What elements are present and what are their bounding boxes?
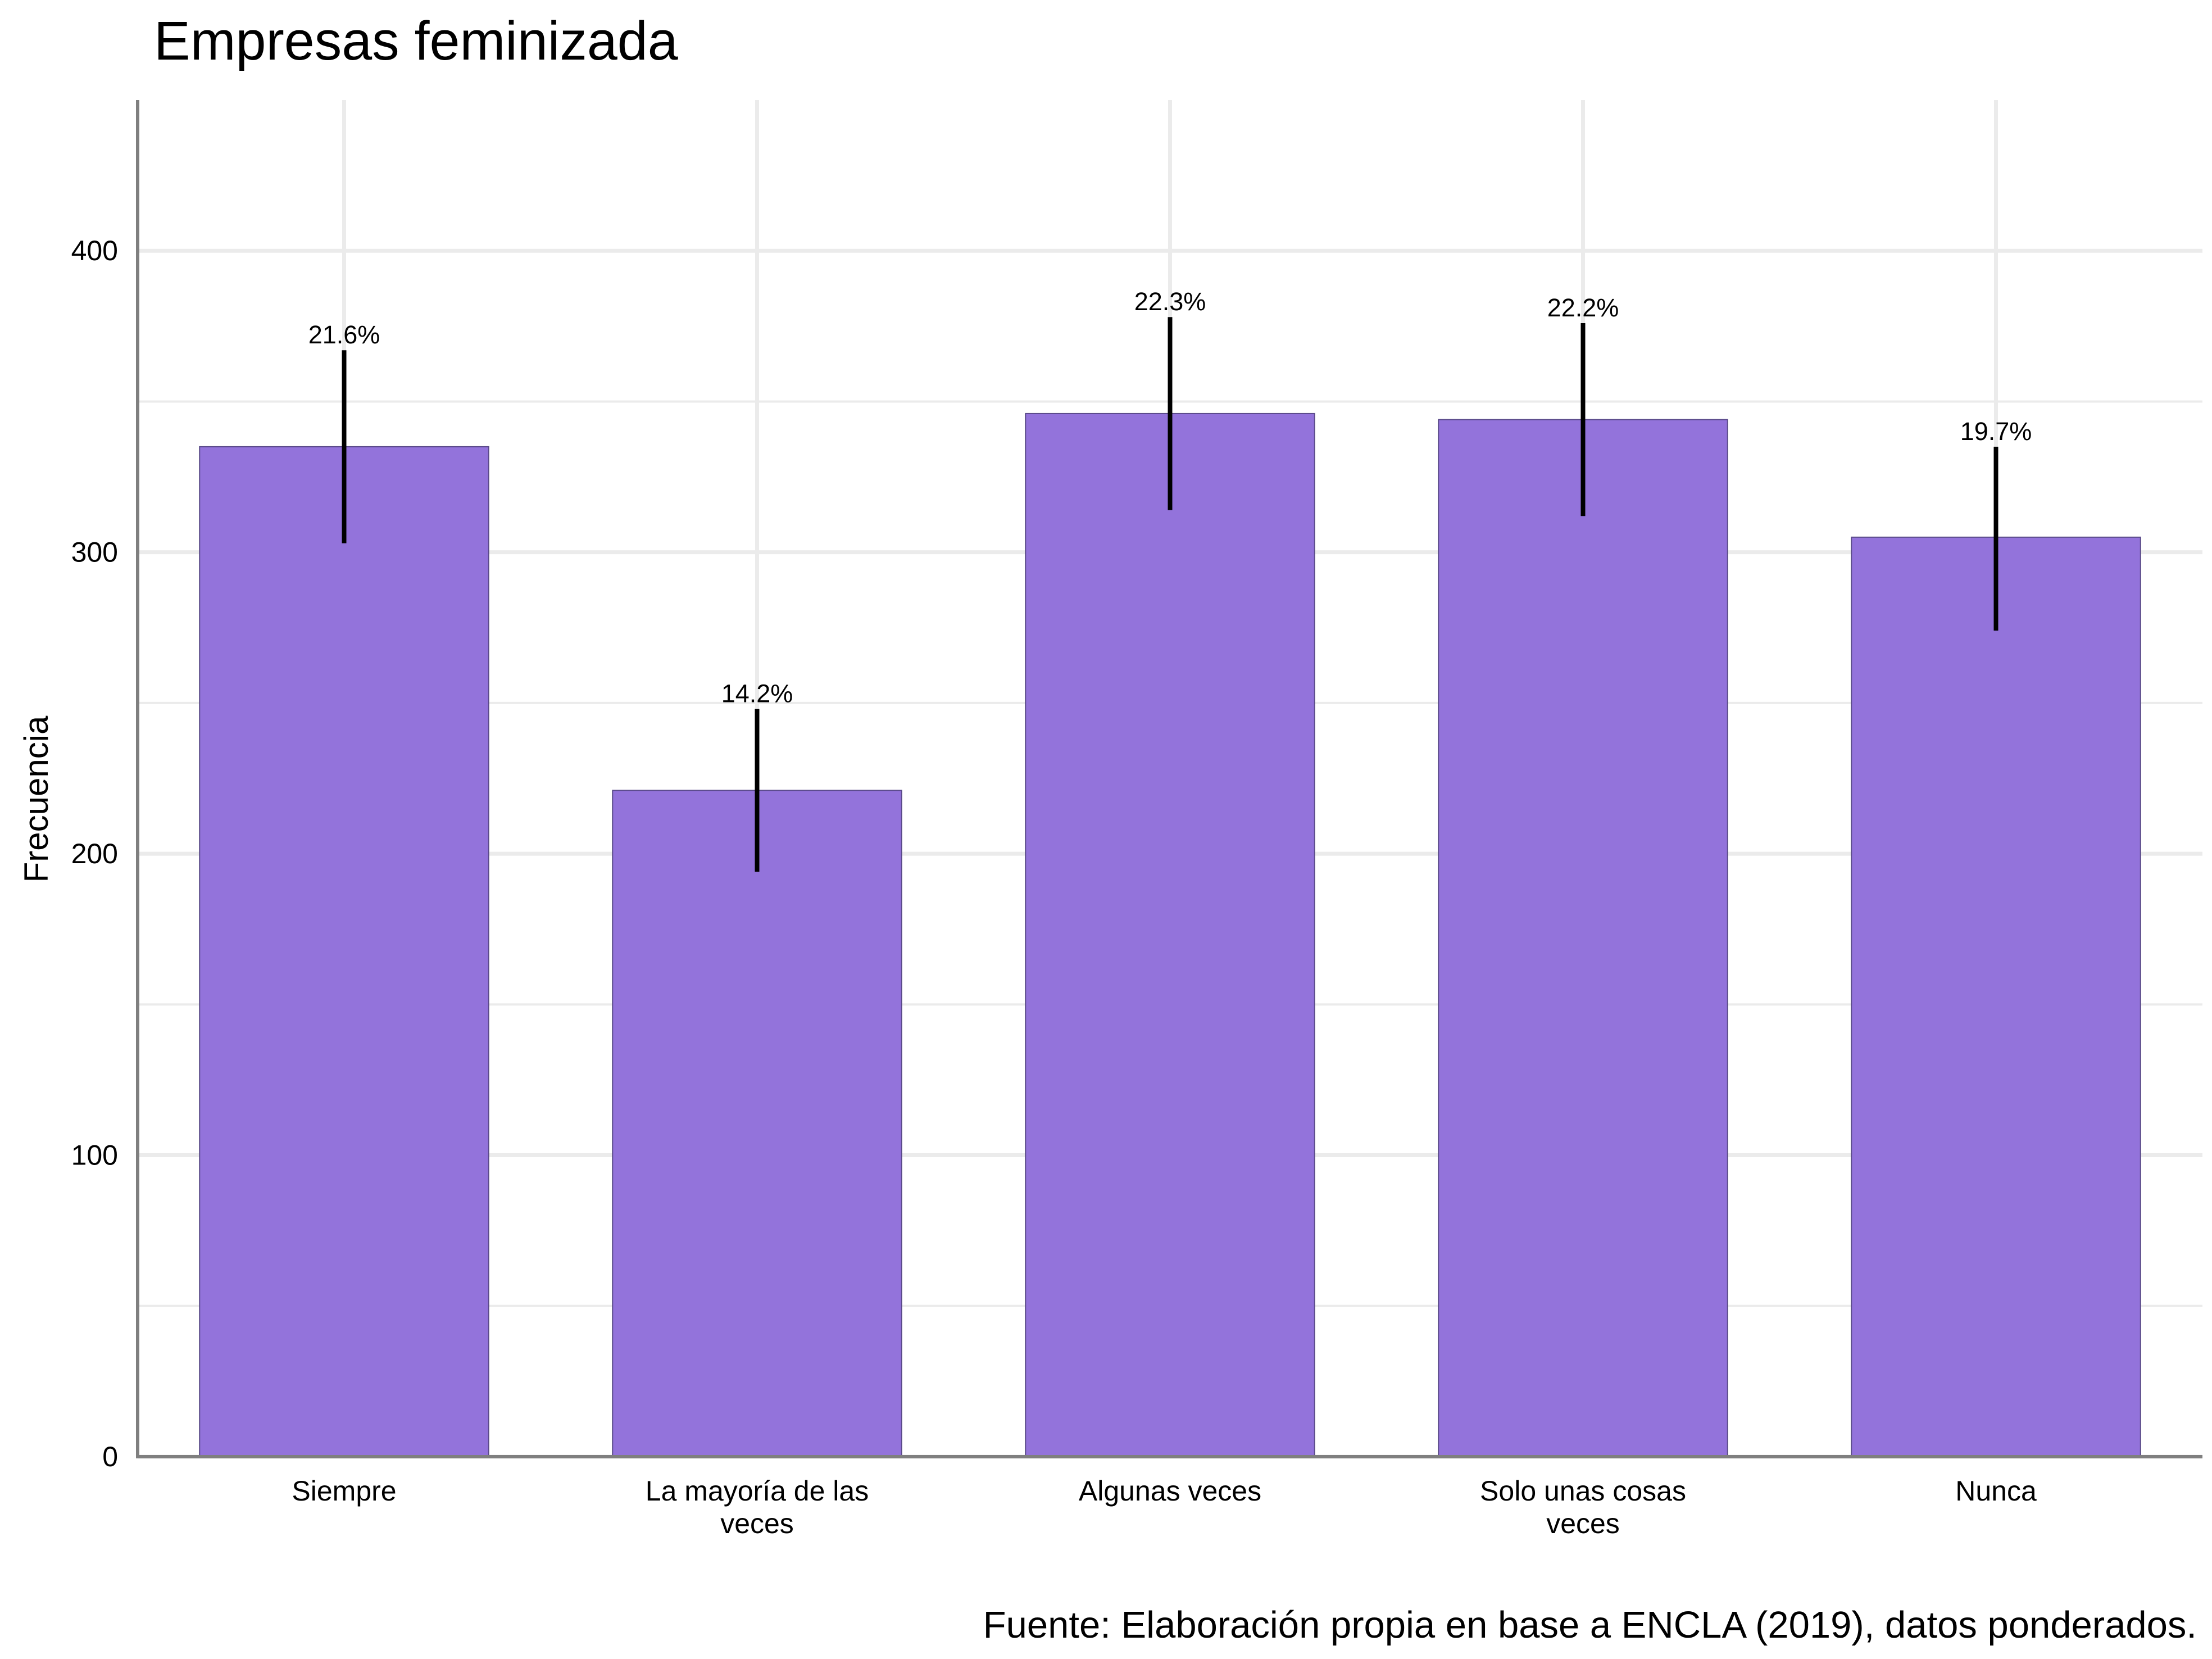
axes (136, 100, 2202, 1458)
bars (199, 317, 2141, 1457)
bar (1851, 536, 2141, 1457)
y-tick-label: 400 (71, 235, 118, 266)
data-label: 22.3% (1134, 287, 1206, 316)
caption: Fuente: Elaboración propia en base a ENC… (983, 1604, 2197, 1646)
data-label: 21.6% (308, 320, 380, 349)
x-tick-label: Algunas veces (1079, 1475, 1261, 1507)
x-tick-label: La mayoría de las veces (646, 1475, 869, 1539)
y-tick-label: 300 (71, 537, 118, 568)
x-tick-label: Solo unas cosas veces (1480, 1475, 1686, 1539)
chart-title: Empresas feminizada (154, 10, 678, 71)
labels: 0 100 200 300 400 Siempre La mayoría de las vec… (71, 235, 2037, 1539)
x-tick-label: Nunca (1955, 1475, 2037, 1507)
x-tick-label: Siempre (292, 1475, 396, 1507)
data-label: 19.7% (1960, 417, 2032, 446)
data-label: 14.2% (721, 679, 793, 708)
bar (1025, 413, 1315, 1457)
y-tick-label: 0 (102, 1441, 118, 1472)
bar (1438, 419, 1728, 1457)
y-tick-label: 200 (71, 838, 118, 869)
y-tick-label: 100 (71, 1140, 118, 1171)
data-label: 22.2% (1547, 293, 1619, 322)
y-axis-title: Frecuencia (17, 715, 55, 882)
bar (612, 790, 902, 1457)
bar (199, 446, 489, 1457)
